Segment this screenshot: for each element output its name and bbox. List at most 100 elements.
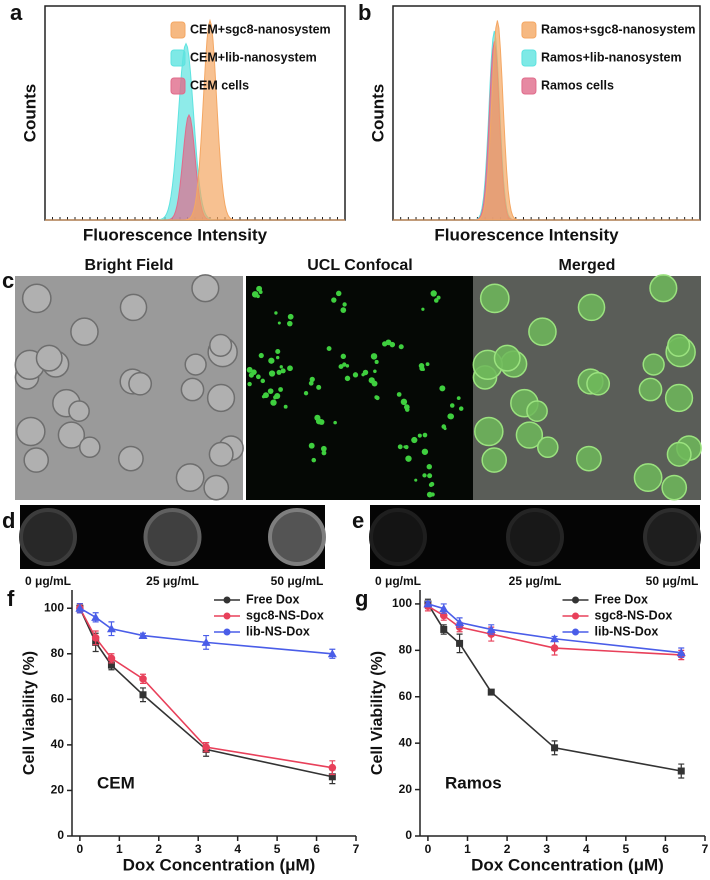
fluorescence-spot (430, 290, 437, 297)
fluorescence-spot (421, 367, 425, 371)
fluorescence-spot (448, 413, 455, 420)
x-axis-title: Fluorescence Intensity (434, 225, 619, 244)
data-point (107, 654, 116, 663)
x-tick-label: 2 (504, 842, 511, 856)
fluorescence-spot (345, 364, 350, 368)
fluorescence-spot (276, 369, 282, 375)
data-point (139, 675, 147, 683)
cell (481, 447, 508, 473)
phantom-spot (643, 508, 701, 566)
cell (638, 377, 663, 402)
fluorescence-spot (333, 420, 337, 425)
data-point (487, 688, 495, 696)
fluorescence-spot (370, 353, 378, 360)
fluorescence-spot (342, 362, 347, 367)
y-tick-label: 60 (399, 689, 413, 703)
concentration-label: 50 μg/mL (646, 574, 699, 588)
legend-label: Ramos+sgc8-nanosystem (541, 22, 696, 36)
legend-label: Free Dox (595, 592, 649, 606)
data-point (439, 604, 449, 613)
fluorescence-spot (361, 372, 365, 377)
data-point (202, 743, 210, 751)
fluorescence-spot (255, 374, 261, 380)
cell (78, 436, 101, 459)
fluorescence-spot (316, 384, 322, 390)
x-tick-label: 5 (274, 842, 281, 856)
fluorescence-spot (368, 377, 375, 384)
fluorescence-spot (321, 450, 327, 456)
y-tick-label: 0 (57, 828, 64, 842)
cell (191, 274, 220, 303)
concentration-label: 25 μg/mL (146, 574, 199, 588)
fluorescence-spot (258, 352, 264, 359)
x-tick-label: 1 (464, 842, 471, 856)
cell (175, 463, 205, 493)
y-tick-label: 80 (51, 646, 65, 660)
y-tick-label: 60 (51, 692, 65, 706)
fluorescence-spot (397, 444, 403, 450)
fluorescence-spot (276, 355, 280, 360)
fluorescence-spot (340, 307, 347, 313)
cell (528, 317, 557, 347)
x-tick-label: 3 (195, 842, 202, 856)
data-point (91, 612, 101, 621)
fluorescence-spot (456, 396, 461, 401)
fluorescence-spot (421, 448, 429, 455)
panel-label: b (358, 0, 371, 25)
fluorescence-spot (439, 385, 446, 392)
fluorescence-spot (256, 294, 260, 299)
fluorescence-spot (443, 427, 447, 431)
cell (526, 400, 548, 422)
legend-swatch (170, 21, 186, 39)
fluorescence-spot (373, 369, 377, 374)
fluorescence-spot (426, 463, 432, 470)
data-point (107, 661, 115, 669)
data-point (106, 624, 116, 633)
fluorescence-spot (260, 378, 266, 384)
data-point (139, 691, 147, 699)
y-axis-title: Cell Viability (%) (21, 651, 38, 775)
legend-label: sgc8-NS-Dox (246, 608, 324, 622)
x-tick-label: 0 (77, 842, 84, 856)
fluorescence-spot (342, 302, 347, 307)
data-point (455, 617, 465, 626)
cell (661, 474, 688, 501)
fluorescence-spot (403, 404, 410, 410)
histogram-curve (393, 41, 700, 221)
cell (209, 333, 233, 357)
legend-swatch (521, 21, 537, 39)
fluorescence-spot (267, 388, 274, 395)
x-tick-label: 4 (583, 842, 590, 856)
concentration-label: 25 μg/mL (509, 574, 562, 588)
fluorescence-spot (247, 381, 252, 387)
x-axis-title: Dox Concentration (μM) (123, 855, 316, 874)
fluorescence-spot (421, 307, 425, 311)
data-point (423, 599, 433, 608)
x-tick-label: 7 (702, 842, 709, 856)
cell (117, 445, 144, 472)
data-point (551, 744, 559, 752)
cell (575, 445, 602, 472)
y-tick-label: 20 (51, 783, 65, 797)
annotation: CEM (97, 773, 135, 792)
cell (664, 383, 694, 413)
fluorescence-spot (275, 348, 281, 355)
x-tick-label: 0 (425, 842, 432, 856)
cell (536, 436, 559, 459)
concentration-label: 0 μg/mL (25, 574, 71, 588)
fluorescence-spot (374, 395, 379, 400)
fluorescence-spot (422, 432, 428, 438)
fluorescence-spot (287, 365, 293, 372)
legend-label: CEM+lib-nanosystem (190, 50, 317, 64)
cell (667, 333, 691, 357)
fluorescence-spot (287, 320, 293, 327)
panel-label: a (10, 0, 23, 25)
x-tick-label: 5 (622, 842, 629, 856)
x-tick-label: 7 (353, 842, 360, 856)
cell (35, 344, 63, 372)
panel-label: c (2, 268, 14, 293)
fluorescence-spot (308, 442, 315, 449)
fluorescence-spot (277, 321, 281, 325)
x-tick-label: 4 (234, 842, 241, 856)
